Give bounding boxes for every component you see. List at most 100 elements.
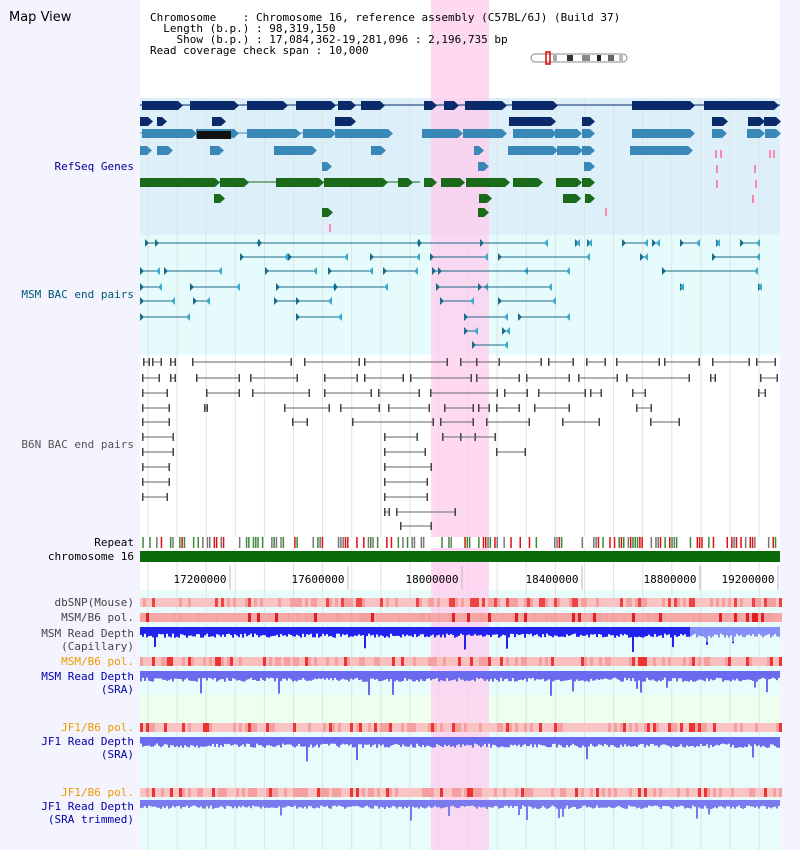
msm-read-depth-capillary-label[interactable]: MSM Read Depth — [41, 627, 134, 640]
read-depth-bar — [324, 737, 326, 744]
gene-strand-arrow — [432, 178, 437, 187]
read-depth-bar — [178, 627, 180, 638]
bac-end-marker — [758, 389, 760, 397]
polymorphism-cell — [701, 657, 704, 666]
read-depth-bar — [376, 671, 378, 680]
read-depth-bar — [710, 671, 712, 680]
msm-read-depth-sra-label[interactable]: MSM Read Depth — [41, 670, 134, 683]
read-depth-bar — [428, 627, 430, 638]
polymorphism-cell — [446, 788, 449, 797]
polymorphism-cell — [503, 598, 506, 607]
dbsnp-track-label[interactable]: dbSNP(Mouse) — [54, 596, 134, 609]
read-depth-bar — [302, 671, 304, 678]
polymorphism-cell — [314, 613, 317, 622]
polymorphism-cell — [596, 723, 599, 732]
read-depth-bar — [744, 800, 746, 809]
polymorphism-cell — [365, 657, 368, 666]
polymorphism-cell — [215, 723, 218, 732]
repeat-element — [273, 537, 275, 548]
gene-strand-arrow — [590, 117, 595, 126]
msm-b6-pol-label[interactable]: MSM/B6 pol. — [61, 611, 134, 624]
jf1-read-depth-trimmed-label[interactable]: JF1 Read Depth — [41, 800, 134, 813]
polymorphism-cell — [410, 613, 413, 622]
read-depth-bar — [280, 737, 282, 748]
polymorphism-cell — [566, 657, 569, 666]
polymorphism-cell — [398, 598, 401, 607]
bac-end-marker — [384, 478, 386, 486]
read-depth-bar — [302, 800, 304, 809]
polymorphism-cell — [419, 598, 422, 607]
read-depth-bar — [604, 737, 606, 744]
read-depth-bar — [308, 800, 310, 807]
refseq-track-label[interactable]: RefSeq Genes — [54, 160, 134, 173]
polymorphism-cell — [485, 723, 488, 732]
read-depth-bar — [298, 737, 300, 744]
ideogram-band — [567, 55, 573, 61]
read-depth-bar — [468, 627, 470, 635]
polymorphism-cell — [152, 613, 155, 622]
read-depth-bar — [436, 800, 438, 808]
repeat-element — [503, 537, 505, 548]
polymorphism-cell — [185, 598, 188, 607]
read-depth-bar — [416, 671, 418, 680]
read-depth-bar — [620, 627, 622, 635]
polymorphism-cell — [260, 788, 263, 797]
read-depth-bar — [554, 627, 556, 636]
read-depth-bar — [766, 671, 768, 693]
bac-end-marker — [534, 404, 536, 412]
polymorphism-cell — [275, 657, 278, 666]
polymorphism-cell — [560, 657, 563, 666]
read-depth-bar — [316, 737, 318, 745]
bac-end-marker — [586, 253, 590, 261]
polymorphism-cell — [176, 613, 179, 622]
polymorphism-cell — [194, 657, 197, 666]
read-depth-bar — [228, 627, 230, 634]
polymorphism-cell — [320, 598, 323, 607]
polymorphism-cell — [284, 657, 287, 666]
bac-end-marker — [344, 253, 348, 261]
bac-end-marker — [204, 404, 206, 412]
repeat-element — [689, 537, 692, 548]
polymorphism-cell — [440, 598, 443, 607]
polymorphism-cell — [164, 723, 167, 732]
polymorphism-cell — [275, 723, 278, 732]
polymorphism-cell — [560, 598, 563, 607]
read-depth-bar — [330, 627, 332, 636]
read-depth-bar — [178, 671, 180, 680]
polymorphism-cell — [701, 613, 704, 622]
polymorphism-cell — [656, 598, 659, 607]
read-depth-bar — [220, 671, 222, 680]
polymorphism-cell — [593, 723, 596, 732]
polymorphism-cell — [755, 613, 758, 622]
read-depth-bar — [166, 627, 168, 634]
read-depth-bar — [420, 627, 422, 635]
read-depth-bar — [224, 627, 226, 637]
b6n-bac-track-label[interactable]: B6N BAC end pairs — [21, 438, 134, 451]
read-depth-bar — [454, 627, 456, 638]
coverage-label: Read coverage check span — [150, 44, 309, 57]
polymorphism-cell — [563, 598, 566, 607]
msm-b6-pol-sra-label[interactable]: MSM/B6 pol. — [61, 655, 134, 668]
read-depth-bar — [426, 671, 428, 679]
read-depth-bar — [480, 800, 482, 808]
polymorphism-cell — [713, 613, 716, 622]
jf1-b6-pol-label[interactable]: JF1/B6 pol. — [61, 721, 134, 734]
read-depth-bar — [364, 671, 366, 682]
jf1-b6-pol-trimmed-label[interactable]: JF1/B6 pol. — [61, 786, 134, 799]
polymorphism-cell — [317, 613, 320, 622]
jf1-read-depth-sra-label[interactable]: JF1 Read Depth — [41, 735, 134, 748]
read-depth-bar — [270, 671, 272, 678]
read-depth-bar — [190, 627, 192, 636]
read-depth-bar — [292, 800, 294, 807]
read-depth-bar — [650, 627, 652, 637]
bac-end-marker — [478, 404, 480, 412]
read-depth-bar — [754, 671, 756, 688]
polymorphism-cell — [389, 613, 392, 622]
read-depth-bar — [448, 671, 450, 682]
read-depth-bar — [740, 671, 742, 682]
read-depth-bar — [282, 800, 284, 808]
polymorphism-cell — [419, 657, 422, 666]
polymorphism-cell — [722, 788, 725, 797]
msm-bac-track-label[interactable]: MSM BAC end pairs — [21, 288, 134, 301]
